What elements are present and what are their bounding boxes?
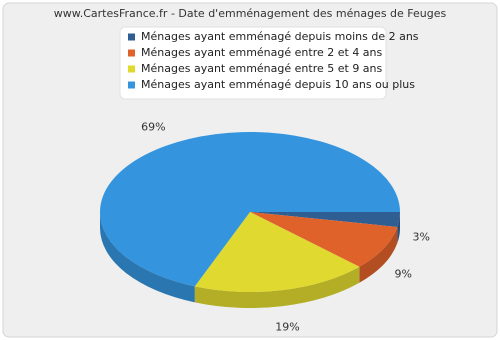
legend-label: Ménages ayant emménagé depuis 10 ans ou …: [141, 78, 415, 91]
data-label: 69%: [141, 121, 165, 134]
slice-side: [194, 266, 360, 308]
legend-label: Ménages ayant emménagé entre 5 et 9 ans: [141, 62, 383, 75]
slice: [194, 212, 360, 292]
legend-label: Ménages ayant emménagé entre 2 et 4 ans: [141, 46, 383, 59]
slice-side: [99, 212, 195, 303]
legend-swatch: [128, 33, 135, 41]
legend-swatch: [128, 65, 135, 73]
data-label: 19%: [275, 321, 299, 334]
slice-side: [397, 212, 400, 243]
slice: [250, 212, 400, 227]
slice: [250, 212, 398, 267]
chart-title: www.CartesFrance.fr - Date d'emménagemen…: [54, 7, 447, 20]
legend-swatch: [128, 81, 135, 89]
legend-label: Ménages ayant emménagé depuis moins de 2…: [141, 30, 419, 43]
data-label: 3%: [413, 231, 430, 244]
data-label: 9%: [395, 267, 412, 280]
slice-side: [359, 226, 398, 283]
slice: [100, 131, 400, 287]
legend-swatch: [128, 49, 135, 57]
legend-box: [119, 26, 387, 100]
legend: Ménages ayant emménagé depuis moins de 2…: [128, 30, 419, 91]
